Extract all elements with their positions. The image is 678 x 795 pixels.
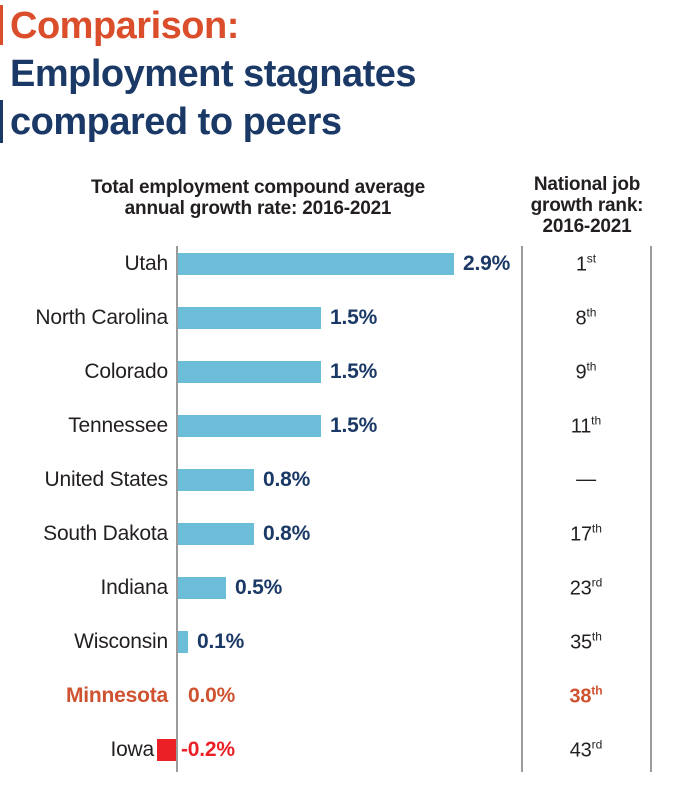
rank-value: 35th [521, 630, 651, 655]
table-row: Colorado 1.5% 9th [0, 345, 678, 399]
value-label: 1.5% [330, 360, 378, 383]
rank-ordinal-suffix: th [591, 521, 602, 536]
table-row: United States 0.8% — [0, 453, 678, 507]
rank-number: 9 [575, 361, 587, 384]
bar [178, 631, 188, 653]
title-heading-line1: Employment stagnates [10, 53, 417, 95]
value-label: 0.8% [263, 468, 311, 491]
rank-ordinal-suffix: th [586, 305, 597, 320]
rank-ordinal-suffix: th [586, 359, 597, 374]
chart-baseline-axis [176, 246, 178, 772]
row-label: United States [44, 468, 169, 491]
rank-ordinal-suffix: rd [591, 575, 603, 590]
chart-rows: Utah 2.9% 1st North Carolina 1.5% 8th Colorado… [0, 237, 678, 777]
row-label: South Dakota [43, 522, 168, 545]
value-label: 0.5% [235, 576, 283, 599]
table-row: Tennessee 1.5% 11th [0, 399, 678, 453]
bar [178, 361, 321, 383]
rank-number: — [576, 468, 596, 491]
value-label: 0.8% [263, 522, 311, 545]
title-block: Comparison: Employment stagnates compare… [10, 2, 417, 146]
value-label: -0.2% [181, 738, 235, 761]
rank-value: 43rd [521, 738, 651, 763]
rank-ordinal-suffix: th [591, 413, 602, 428]
table-row: Minnesota 0.0% 38th [0, 669, 678, 723]
value-label: 2.9% [463, 252, 511, 275]
bar [178, 307, 321, 329]
rank-number: 43 [569, 739, 592, 762]
rank-value: 1st [521, 252, 651, 277]
table-row: Iowa -0.2% 43rd [0, 723, 678, 777]
table-row: South Dakota 0.8% 17th [0, 507, 678, 561]
left-edge-crop-mark-top [0, 5, 3, 45]
chart-column-header-line2: annual growth rate: 2016-2021 [124, 198, 392, 219]
bar [157, 739, 176, 761]
rank-value: 23rd [521, 576, 651, 601]
title-heading-line2: compared to peers [10, 101, 342, 143]
row-label: Wisconsin [74, 630, 168, 653]
rank-number: 8 [575, 307, 587, 330]
bar [178, 523, 254, 545]
rank-value: 9th [521, 360, 651, 385]
rank-column-left-border [521, 246, 523, 772]
row-label: Utah [124, 252, 168, 275]
table-row: Wisconsin 0.1% 35th [0, 615, 678, 669]
title-kicker: Comparison: [10, 5, 239, 47]
rank-number: 1 [575, 253, 587, 276]
row-label: North Carolina [35, 306, 168, 329]
row-label: Tennessee [68, 414, 168, 437]
value-label: 0.1% [197, 630, 245, 653]
row-label: Indiana [100, 576, 169, 599]
value-label: 0.0% [188, 684, 236, 707]
rank-column-header-line1: National job [533, 174, 641, 195]
bar [178, 415, 321, 437]
rank-value: 17th [521, 522, 651, 547]
rank-column-right-border [650, 246, 652, 772]
row-label: Minnesota [65, 684, 168, 707]
value-label: 1.5% [330, 306, 378, 329]
chart-column-header: Total employment compound average annual… [58, 177, 458, 219]
rank-value: 8th [521, 306, 651, 331]
row-label: Colorado [84, 360, 168, 383]
chart-column-header-line1: Total employment compound average [90, 177, 426, 198]
bar [178, 577, 226, 599]
rank-ordinal-suffix: th [591, 629, 602, 644]
rank-column-header: National job growth rank: 2016-2021 [517, 174, 657, 237]
row-label: Iowa [110, 738, 154, 761]
rank-ordinal-suffix: th [591, 683, 603, 698]
value-label: 1.5% [330, 414, 378, 437]
rank-number: 38 [569, 685, 592, 708]
rank-ordinal-suffix: rd [591, 737, 603, 752]
rank-number: 11 [570, 415, 592, 438]
rank-value: — [521, 469, 651, 492]
rank-value: 11th [521, 414, 651, 439]
bar [178, 469, 254, 491]
bar [178, 253, 454, 275]
rank-number: 35 [570, 631, 592, 654]
rank-value: 38th [521, 684, 651, 709]
rank-number: 23 [569, 577, 592, 600]
rank-column-header-line2: growth rank: [530, 195, 644, 216]
left-edge-crop-mark-bottom [0, 100, 3, 143]
rank-number: 17 [570, 523, 592, 546]
rank-column-header-line3: 2016-2021 [542, 216, 632, 237]
table-row: Indiana 0.5% 23rd [0, 561, 678, 615]
table-row: North Carolina 1.5% 8th [0, 291, 678, 345]
rank-ordinal-suffix: st [586, 251, 597, 266]
table-row: Utah 2.9% 1st [0, 237, 678, 291]
